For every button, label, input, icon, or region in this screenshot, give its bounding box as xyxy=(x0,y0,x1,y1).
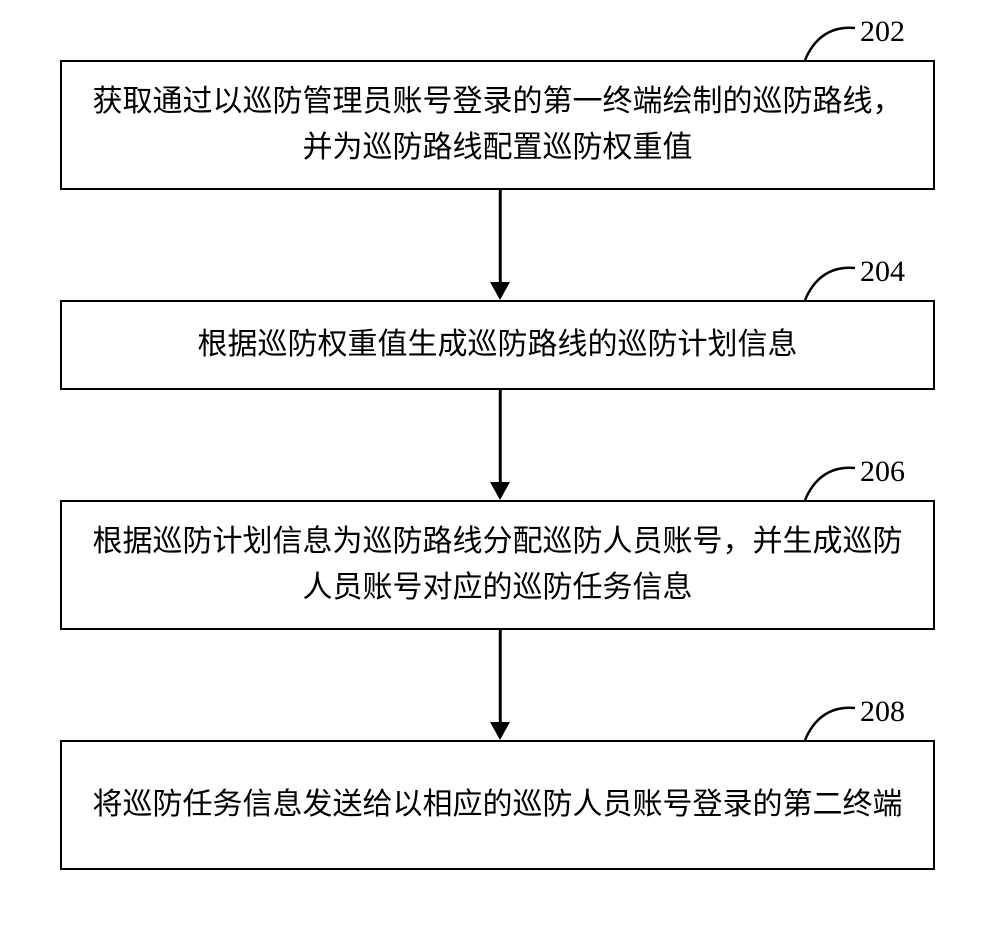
flow-node-2: 根据巡防权重值生成巡防路线的巡防计划信息 xyxy=(60,300,935,390)
arrow-1-2-head xyxy=(490,282,510,300)
arrow-1-2-line xyxy=(499,190,502,282)
arrow-3-4-line xyxy=(499,630,502,722)
arrow-2-3-line xyxy=(499,390,502,482)
flow-node-1: 获取通过以巡防管理员账号登录的第一终端绘制的巡防路线，并为巡防路线配置巡防权重值 xyxy=(60,60,935,190)
flow-node-1-connector xyxy=(800,20,860,65)
flow-node-4-label: 208 xyxy=(860,695,905,729)
flow-node-4-text: 将巡防任务信息发送给以相应的巡防人员账号登录的第二终端 xyxy=(93,782,903,829)
arrow-3-4-head xyxy=(490,722,510,740)
flow-node-4-connector xyxy=(800,700,860,745)
flow-node-2-text: 根据巡防权重值生成巡防路线的巡防计划信息 xyxy=(198,322,798,369)
flow-node-1-text: 获取通过以巡防管理员账号登录的第一终端绘制的巡防路线，并为巡防路线配置巡防权重值 xyxy=(92,79,903,172)
flow-node-3-text: 根据巡防计划信息为巡防路线分配巡防人员账号，并生成巡防人员账号对应的巡防任务信息 xyxy=(92,519,903,612)
flow-node-1-label: 202 xyxy=(860,15,905,49)
flow-node-3: 根据巡防计划信息为巡防路线分配巡防人员账号，并生成巡防人员账号对应的巡防任务信息 xyxy=(60,500,935,630)
arrow-2-3-head xyxy=(490,482,510,500)
flowchart-container: 获取通过以巡防管理员账号登录的第一终端绘制的巡防路线，并为巡防路线配置巡防权重值… xyxy=(0,0,1000,948)
flow-node-2-label: 204 xyxy=(860,255,905,289)
flow-node-3-connector xyxy=(800,460,860,505)
flow-node-3-label: 206 xyxy=(860,455,905,489)
flow-node-4: 将巡防任务信息发送给以相应的巡防人员账号登录的第二终端 xyxy=(60,740,935,870)
flow-node-2-connector xyxy=(800,260,860,305)
